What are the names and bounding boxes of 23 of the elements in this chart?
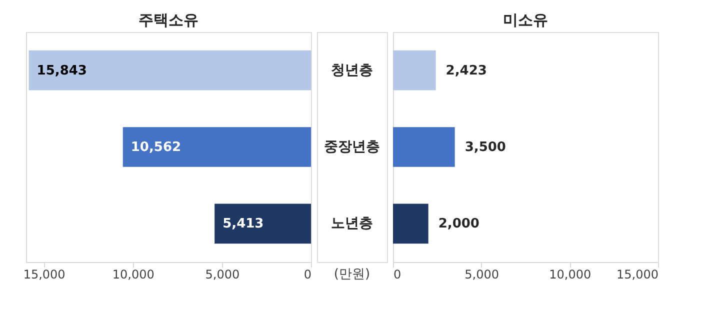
bar: [28, 50, 311, 90]
text: (만원): [334, 267, 370, 282]
x-tick-label: 10,000: [549, 268, 592, 282]
x-tick-label: 15,000: [616, 268, 658, 282]
x-tick-label: 5,000: [205, 268, 240, 282]
chart-title: 주택소유: [138, 11, 198, 29]
x-tick-label: 10,000: [112, 268, 154, 282]
data-label: 2,000: [438, 216, 480, 232]
data-label: 2,423: [446, 63, 487, 78]
data-label: 10,562: [130, 140, 182, 155]
category-label: 노년층: [331, 216, 373, 232]
data-label: 5,413: [222, 216, 264, 232]
bar: [122, 127, 311, 167]
x-tick-label: 0: [304, 268, 312, 282]
x-tick-label: 0: [394, 268, 402, 282]
data-label: 15,843: [36, 63, 87, 78]
data-label: 3,500: [464, 140, 506, 155]
category-label: 청년층: [331, 62, 373, 78]
category-label: 중장년층: [324, 139, 380, 155]
x-tick-label: 15,000: [23, 268, 66, 282]
bar: [214, 204, 311, 244]
chart-title: 미소유: [503, 11, 548, 29]
x-tick-label: 5,000: [464, 268, 500, 282]
